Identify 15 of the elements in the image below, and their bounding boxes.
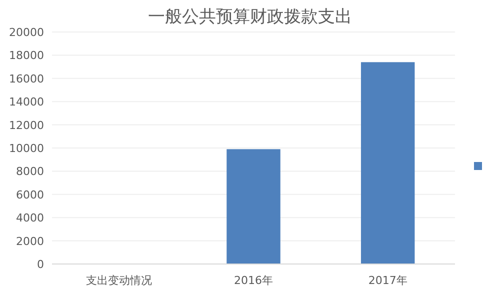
- y-tick-label: 12000: [9, 118, 44, 132]
- y-tick-label: 0: [37, 258, 44, 271]
- y-tick-label: 20000: [9, 26, 44, 39]
- x-tick-label: 支出变动情况: [86, 274, 152, 287]
- y-tick-label: 14000: [9, 96, 44, 109]
- y-tick-label: 18000: [9, 49, 44, 62]
- y-tick-label: 4000: [16, 212, 44, 225]
- y-tick-label: 8000: [16, 165, 44, 178]
- y-tick-label: 16000: [9, 72, 44, 86]
- x-tick-label: 2016年: [234, 274, 273, 287]
- y-tick-label: 6000: [16, 188, 44, 202]
- chart-title: 一般公共预算财政拨款支出: [148, 7, 352, 27]
- x-tick-label: 2017年: [368, 274, 408, 287]
- y-tick-label: 2000: [16, 234, 44, 248]
- y-tick-label: 10000: [9, 142, 44, 155]
